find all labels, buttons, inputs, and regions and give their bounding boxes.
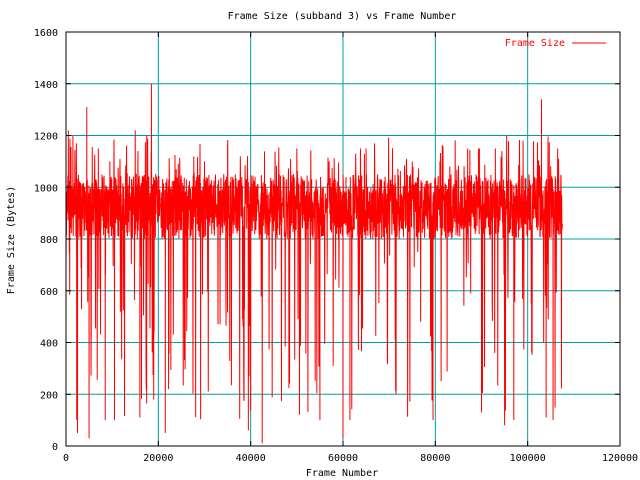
y-tick-label: 1600 bbox=[34, 28, 58, 39]
x-tick-label: 80000 bbox=[420, 453, 450, 464]
y-axis-label: Frame Size (Bytes) bbox=[6, 186, 17, 294]
legend: Frame Size bbox=[505, 38, 606, 49]
x-tick-label: 100000 bbox=[510, 453, 546, 464]
y-tick-label: 600 bbox=[40, 287, 58, 298]
x-tick-labels: 0 20000 40000 60000 80000 100000 120000 bbox=[63, 453, 638, 464]
y-tick-label: 0 bbox=[52, 442, 58, 453]
x-tick-label: 0 bbox=[63, 453, 69, 464]
y-tick-labels: 0 200 400 600 800 1000 1200 1400 1600 bbox=[34, 28, 58, 453]
x-axis-label: Frame Number bbox=[306, 468, 378, 479]
x-tick-label: 40000 bbox=[236, 453, 266, 464]
y-tick-label: 200 bbox=[40, 390, 58, 401]
y-tick-label: 1400 bbox=[34, 80, 58, 91]
x-tick-label: 20000 bbox=[143, 453, 173, 464]
y-tick-label: 1200 bbox=[34, 132, 58, 143]
x-tick-label: 60000 bbox=[328, 453, 358, 464]
series-line-frame-size bbox=[65, 83, 563, 444]
axis-ticks bbox=[65, 31, 621, 447]
chart-title: Frame Size (subband 3) vs Frame Number bbox=[228, 11, 457, 22]
legend-label-frame-size: Frame Size bbox=[505, 38, 565, 49]
x-tick-label: 120000 bbox=[602, 453, 638, 464]
y-tick-label: 1000 bbox=[34, 183, 58, 194]
y-tick-label: 800 bbox=[40, 235, 58, 246]
y-tick-label: 400 bbox=[40, 339, 58, 350]
data-series-frame-size bbox=[65, 83, 563, 444]
